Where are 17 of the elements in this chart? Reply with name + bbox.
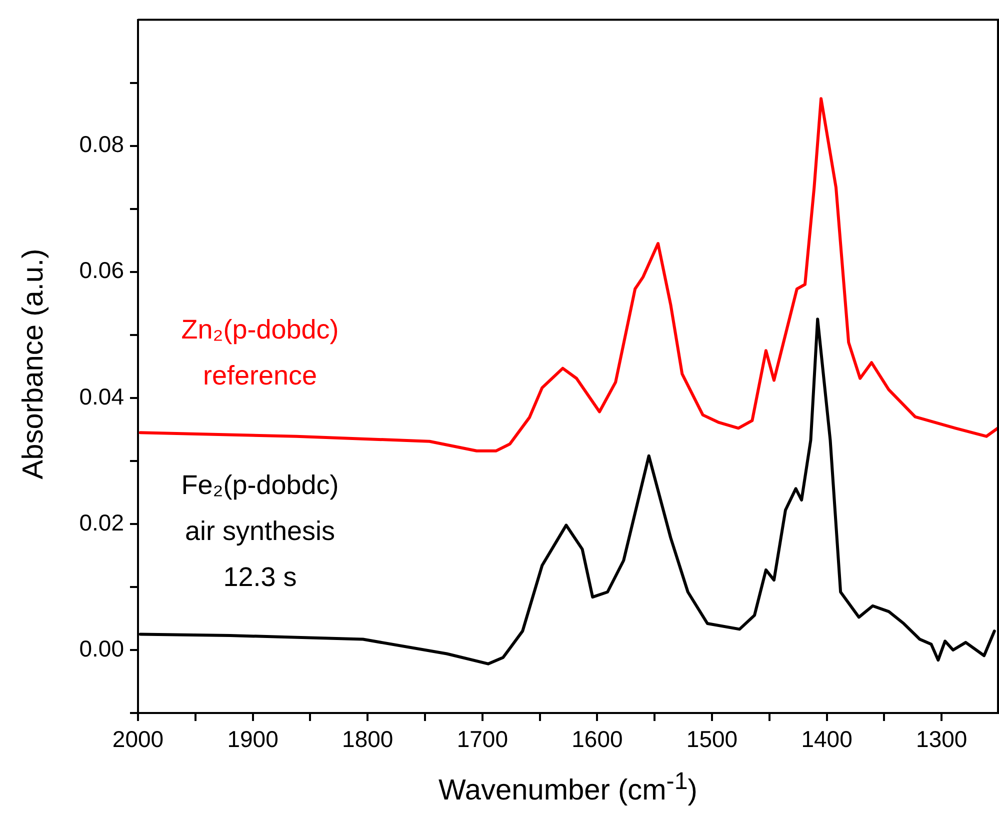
y-tick-label: 0.02 [79,509,124,536]
x-tick-label: 1700 [456,726,508,752]
series-label: Fe₂(p-dobdc) air synthesis 12.3 s [181,470,339,592]
x-tick-label: 1900 [227,726,278,752]
y-tick-label: 0.08 [79,131,124,158]
x-tick-label: 1800 [342,726,394,752]
series-label: Zn₂(p-dobdc) reference [181,314,339,391]
y-tick-label: 0.04 [79,383,124,410]
y-tick-label: 0.00 [79,635,124,662]
y-axis-title: Absorbance (a.u.) [18,248,50,480]
x-tick-label: 1600 [572,726,623,752]
x-tick-label: 2000 [112,726,164,752]
x-axis-title: Wavenumber (cm$^{-1}$) [438,768,698,808]
x-tick-label: 1400 [801,726,852,752]
x-tick-label: 1300 [916,726,968,752]
x-tick-label: 1500 [686,726,738,752]
y-tick-label: 0.06 [79,257,124,284]
